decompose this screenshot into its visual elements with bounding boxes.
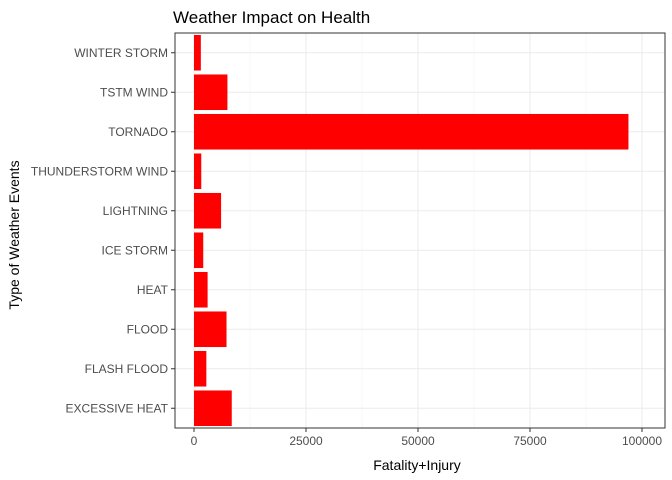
y-tick-label: LIGHTNING	[103, 204, 168, 218]
bar	[194, 232, 204, 269]
gridlines	[175, 33, 665, 428]
y-tick-label: FLASH FLOOD	[85, 362, 169, 376]
bar	[194, 271, 208, 308]
y-axis-title: Type of Weather Events	[6, 160, 22, 309]
x-tick-label: 75000	[513, 434, 547, 448]
bar	[194, 192, 222, 229]
bar	[194, 74, 228, 111]
bar	[194, 390, 232, 427]
bar	[194, 153, 202, 190]
bar	[194, 113, 629, 150]
x-tick-label: 0	[191, 434, 198, 448]
x-tick-label: 100000	[622, 434, 662, 448]
x-axis-title: Fatality+Injury	[373, 457, 461, 473]
x-tick-label: 25000	[289, 434, 323, 448]
chart-title: Weather Impact on Health	[173, 8, 370, 27]
y-tick-label: FLOOD	[127, 322, 169, 336]
bar	[194, 350, 207, 387]
y-tick-label: TORNADO	[108, 125, 168, 139]
y-tick-label: EXCESSIVE HEAT	[66, 401, 169, 415]
bar	[194, 311, 227, 348]
bar	[194, 34, 201, 71]
y-tick-label: ICE STORM	[102, 243, 168, 257]
panel-border	[174, 32, 666, 429]
y-tick-label: THUNDERSTORM WIND	[31, 164, 168, 178]
bars	[194, 34, 629, 427]
y-tick-label: WINTER STORM	[74, 46, 168, 60]
y-tick-label: HEAT	[137, 283, 169, 297]
y-axis: EXCESSIVE HEAT FLASH FLOOD FLOOD HEAT ICE ST…	[31, 46, 175, 415]
x-tick-label: 50000	[401, 434, 435, 448]
x-axis: 0 25000 50000 75000 100000	[191, 428, 662, 448]
y-tick-label: TSTM WIND	[100, 85, 168, 99]
